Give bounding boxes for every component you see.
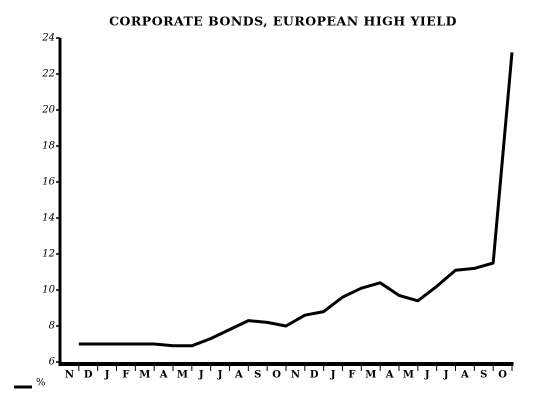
x-tick-label: S: [254, 370, 261, 381]
x-tick-label: A: [460, 370, 469, 381]
y-tick-label: 8: [49, 321, 55, 332]
y-tick-label: 24: [41, 33, 55, 44]
x-tick-label: N: [65, 370, 74, 381]
x-tick-label: O: [498, 370, 507, 381]
x-tick-label: M: [365, 370, 376, 381]
x-tick-label: J: [217, 370, 223, 381]
x-tick-label: J: [443, 370, 449, 381]
data-line: [78, 52, 514, 348]
legend-label: %: [36, 378, 46, 389]
x-tick-label: M: [139, 370, 150, 381]
chart-title: CORPORATE BONDS, EUROPEAN HIGH YIELD: [109, 14, 457, 29]
x-tick-label: F: [348, 370, 355, 381]
x-tick-label: D: [310, 370, 319, 381]
y-tick-label: 10: [42, 285, 55, 296]
x-tick-label: D: [84, 370, 93, 381]
x-tick-label: A: [234, 370, 243, 381]
x-tick-label: J: [104, 370, 110, 381]
x-tick-label: J: [198, 370, 204, 381]
x-tick-label: M: [403, 370, 414, 381]
x-tick-label: A: [159, 370, 168, 381]
x-tick-label: M: [177, 370, 188, 381]
y-tick-label: 22: [41, 69, 55, 80]
x-tick-label: J: [424, 370, 430, 381]
y-tick-label: 20: [41, 105, 55, 116]
y-tick-label: 16: [42, 177, 55, 188]
x-tick-label: F: [122, 370, 129, 381]
x-tick-label: O: [272, 370, 281, 381]
y-tick-label: 18: [42, 141, 55, 152]
x-tick-label: S: [480, 370, 487, 381]
x-tick-label: N: [291, 370, 300, 381]
x-tick-label: A: [385, 370, 394, 381]
x-axis: [58, 362, 514, 366]
y-tick-label: 12: [42, 249, 55, 260]
x-tick-label: J: [330, 370, 336, 381]
y-tick-label: 14: [42, 213, 55, 224]
y-tick-label: 6: [49, 357, 56, 368]
